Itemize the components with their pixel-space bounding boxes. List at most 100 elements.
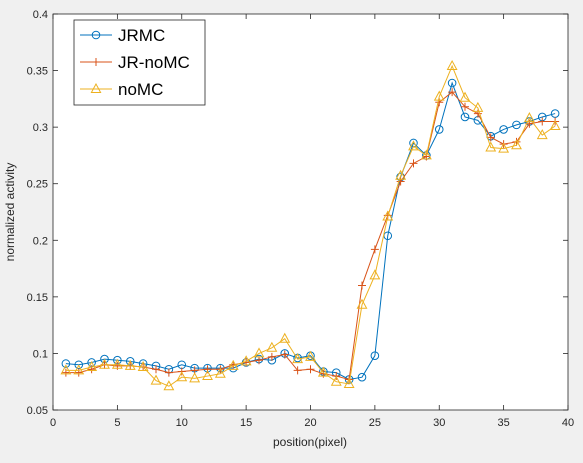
- series-line: [65, 81, 556, 380]
- x-tick-label: 15: [240, 417, 252, 429]
- x-tick-label: 25: [369, 417, 381, 429]
- data-point: [459, 91, 471, 102]
- legend-entry: JR-noMC: [80, 53, 190, 72]
- data-point: [409, 159, 418, 168]
- data-point: [202, 370, 213, 381]
- y-tick-label: 0.35: [27, 66, 48, 78]
- data-point: [267, 352, 276, 361]
- y-tick-label: 0.15: [27, 292, 48, 304]
- data-point: [460, 112, 470, 122]
- data-point: [86, 360, 98, 372]
- data-point: [420, 149, 432, 160]
- data-point: [255, 356, 263, 365]
- data-point: [538, 117, 547, 126]
- legend-entry: JRMC: [80, 26, 165, 45]
- data-point: [408, 140, 419, 151]
- data-point: [550, 109, 560, 118]
- data-point: [446, 59, 458, 71]
- legend-label: JRMC: [118, 26, 165, 45]
- data-point: [99, 358, 110, 369]
- legend-label: JR-noMC: [118, 53, 190, 72]
- x-axis-label: position(pixel): [273, 435, 347, 449]
- data-point: [485, 141, 497, 152]
- y-tick-label: 0.4: [33, 9, 48, 21]
- data-point: [433, 90, 445, 101]
- axis-ticks: 0 5 10 15 20 25 30 35 40 0.05 0.1 0.15 0.2 0.25 0.3 0.3…: [27, 9, 575, 429]
- data-point: [435, 98, 444, 107]
- legend-marker: [92, 58, 100, 66]
- legend-entry: noMC: [80, 80, 163, 99]
- data-point: [74, 360, 84, 370]
- data-point: [434, 125, 444, 134]
- data-point: [343, 377, 355, 388]
- data-point: [305, 350, 316, 361]
- data-point: [357, 372, 367, 382]
- data-point: [176, 371, 188, 382]
- data-point: [227, 359, 239, 370]
- data-point: [370, 245, 379, 254]
- data-point: [536, 129, 548, 140]
- data-point: [280, 350, 289, 359]
- x-tick-label: 30: [433, 417, 445, 429]
- data-point: [137, 360, 149, 372]
- data-point: [124, 359, 136, 370]
- data-point: [511, 139, 522, 150]
- x-tick-label: 10: [176, 417, 188, 429]
- data-point: [382, 210, 394, 221]
- data-point: [370, 351, 380, 360]
- y-tick-label: 0.05: [27, 405, 48, 417]
- data-point: [369, 269, 381, 280]
- data-point: [523, 112, 535, 123]
- data-point: [214, 367, 226, 378]
- x-tick-label: 0: [50, 417, 56, 429]
- data-point: [395, 169, 407, 180]
- data-point: [111, 358, 123, 369]
- data-point: [189, 372, 201, 383]
- data-point: [306, 365, 315, 374]
- x-tick-label: 35: [498, 417, 510, 429]
- data-point: [486, 133, 495, 142]
- y-tick-label: 0.25: [27, 179, 48, 191]
- data-point: [447, 78, 457, 88]
- data-point: [164, 368, 173, 377]
- data-point: [163, 380, 175, 391]
- data-point: [292, 353, 304, 364]
- data-point: [73, 364, 85, 375]
- legend-marker: [91, 30, 101, 40]
- data-point: [549, 119, 561, 131]
- data-point: [240, 355, 252, 366]
- data-point: [396, 177, 405, 186]
- data-point: [152, 365, 160, 374]
- data-point: [253, 347, 265, 358]
- x-tick-label: 5: [114, 417, 120, 429]
- data-point: [61, 359, 71, 368]
- y-tick-label: 0.2: [33, 235, 48, 247]
- data-point: [60, 364, 72, 375]
- series-nomc: [60, 59, 561, 391]
- data-point: [317, 366, 329, 377]
- data-point: [358, 281, 366, 290]
- data-point: [293, 366, 302, 375]
- series-line: [65, 64, 556, 387]
- data-point: [498, 142, 510, 153]
- y-tick-label: 0.1: [33, 348, 48, 360]
- x-tick-label: 40: [562, 417, 574, 429]
- data-point: [473, 109, 482, 118]
- data-point: [448, 88, 457, 97]
- data-point: [279, 332, 291, 343]
- data-point: [472, 101, 484, 112]
- data-point: [512, 120, 521, 130]
- data-point: [330, 375, 342, 386]
- legend-marker: [90, 82, 102, 93]
- legend: JRMC JR-noMC noMC: [73, 19, 206, 106]
- data-point: [499, 125, 508, 134]
- y-tick-label: 0.3: [33, 122, 48, 134]
- legend-label: noMC: [118, 80, 163, 99]
- data-point: [356, 298, 368, 309]
- data-point: [150, 374, 162, 385]
- y-axis-label: normalized activity: [3, 163, 17, 262]
- data-point: [461, 102, 469, 111]
- data-point: [266, 341, 278, 352]
